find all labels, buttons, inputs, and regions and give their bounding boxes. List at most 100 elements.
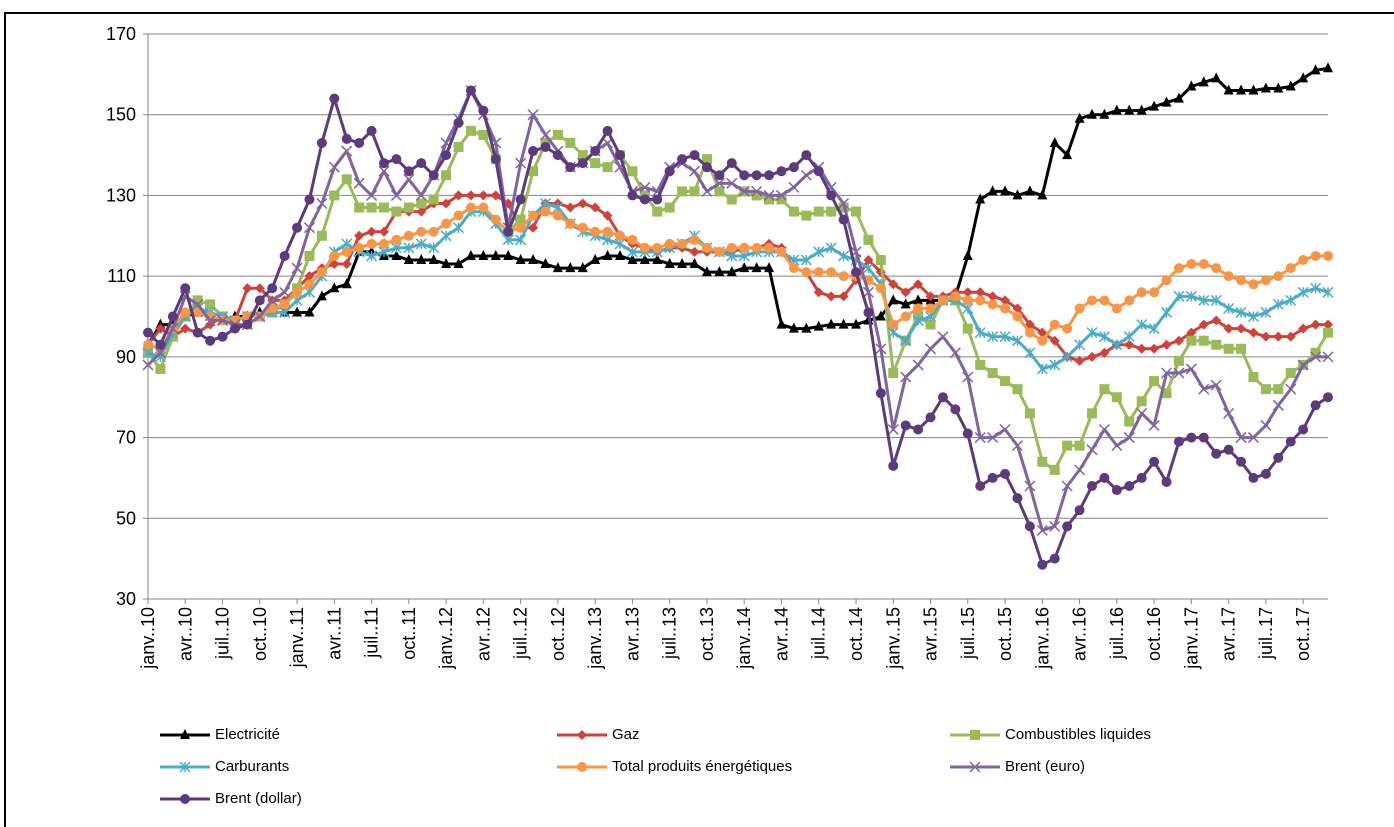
marker xyxy=(1310,250,1321,261)
marker xyxy=(1011,440,1024,452)
marker xyxy=(714,170,725,181)
marker xyxy=(1236,84,1247,95)
marker xyxy=(1260,82,1271,93)
marker xyxy=(1297,359,1309,371)
marker xyxy=(577,262,588,273)
marker xyxy=(1310,400,1321,411)
marker xyxy=(1111,392,1122,403)
marker xyxy=(254,310,266,323)
marker xyxy=(652,206,663,217)
marker xyxy=(155,323,166,334)
marker xyxy=(652,242,663,253)
marker xyxy=(1248,472,1259,483)
marker xyxy=(950,291,961,302)
marker xyxy=(962,249,973,260)
marker xyxy=(453,142,464,152)
marker xyxy=(142,359,154,371)
marker xyxy=(1323,62,1333,73)
marker xyxy=(900,298,911,309)
marker xyxy=(192,298,204,310)
marker xyxy=(1211,339,1222,350)
marker xyxy=(627,190,638,201)
marker xyxy=(155,339,166,350)
marker xyxy=(341,145,353,157)
marker xyxy=(428,242,440,254)
marker xyxy=(577,150,588,161)
marker xyxy=(1285,383,1297,395)
marker xyxy=(415,189,427,201)
marker xyxy=(975,287,986,298)
marker xyxy=(441,170,452,181)
marker xyxy=(677,154,688,165)
marker xyxy=(969,761,981,773)
marker xyxy=(1049,319,1060,330)
marker xyxy=(1049,359,1061,371)
marker xyxy=(403,242,415,254)
marker xyxy=(813,246,825,258)
marker xyxy=(1099,108,1110,119)
marker xyxy=(813,267,824,278)
marker xyxy=(875,388,886,399)
marker xyxy=(416,158,427,169)
marker xyxy=(714,266,725,277)
marker xyxy=(254,295,265,306)
marker xyxy=(1186,335,1197,346)
marker xyxy=(590,202,601,213)
y-tick-label: 110 xyxy=(107,266,136,286)
marker xyxy=(1173,335,1184,346)
marker xyxy=(515,254,526,264)
marker xyxy=(912,315,924,327)
marker xyxy=(701,242,712,253)
marker xyxy=(1211,315,1222,326)
marker xyxy=(764,262,775,273)
x-tick-label: juil..11 xyxy=(362,607,382,659)
marker xyxy=(354,202,365,213)
marker xyxy=(528,210,539,221)
marker xyxy=(180,794,190,804)
marker xyxy=(1136,472,1147,483)
marker xyxy=(552,129,563,140)
marker xyxy=(428,254,439,264)
marker xyxy=(602,249,613,260)
marker xyxy=(851,206,861,217)
marker xyxy=(1248,279,1259,290)
marker xyxy=(1161,96,1172,107)
marker xyxy=(527,109,539,121)
x-tick-label: juil..15 xyxy=(958,607,978,660)
marker xyxy=(627,234,638,245)
marker xyxy=(900,311,911,322)
marker xyxy=(490,249,501,260)
marker xyxy=(900,420,911,431)
y-tick-label: 70 xyxy=(116,428,136,448)
marker xyxy=(838,250,850,262)
marker xyxy=(577,222,588,233)
marker xyxy=(1124,104,1135,115)
marker xyxy=(515,234,527,246)
marker xyxy=(1098,331,1110,343)
marker xyxy=(391,154,402,165)
marker xyxy=(428,226,439,237)
marker xyxy=(1062,521,1073,532)
marker xyxy=(1124,481,1135,491)
marker xyxy=(1310,319,1321,330)
x-tick-label: oct..15 xyxy=(995,607,1015,661)
marker xyxy=(366,226,377,237)
marker xyxy=(217,331,228,342)
marker xyxy=(739,170,750,181)
y-tick-label: 130 xyxy=(106,185,136,205)
marker xyxy=(366,250,378,262)
marker xyxy=(714,246,725,257)
marker xyxy=(664,166,675,177)
marker xyxy=(875,310,886,321)
marker xyxy=(1248,327,1259,338)
marker xyxy=(528,222,539,233)
marker xyxy=(403,230,414,241)
marker xyxy=(1011,335,1024,347)
x-tick-label: janv..11 xyxy=(287,607,307,668)
marker xyxy=(1149,376,1160,387)
x-tick-label: avr..16 xyxy=(1070,607,1090,661)
marker xyxy=(1248,84,1259,95)
marker xyxy=(304,306,315,317)
marker xyxy=(974,432,986,444)
